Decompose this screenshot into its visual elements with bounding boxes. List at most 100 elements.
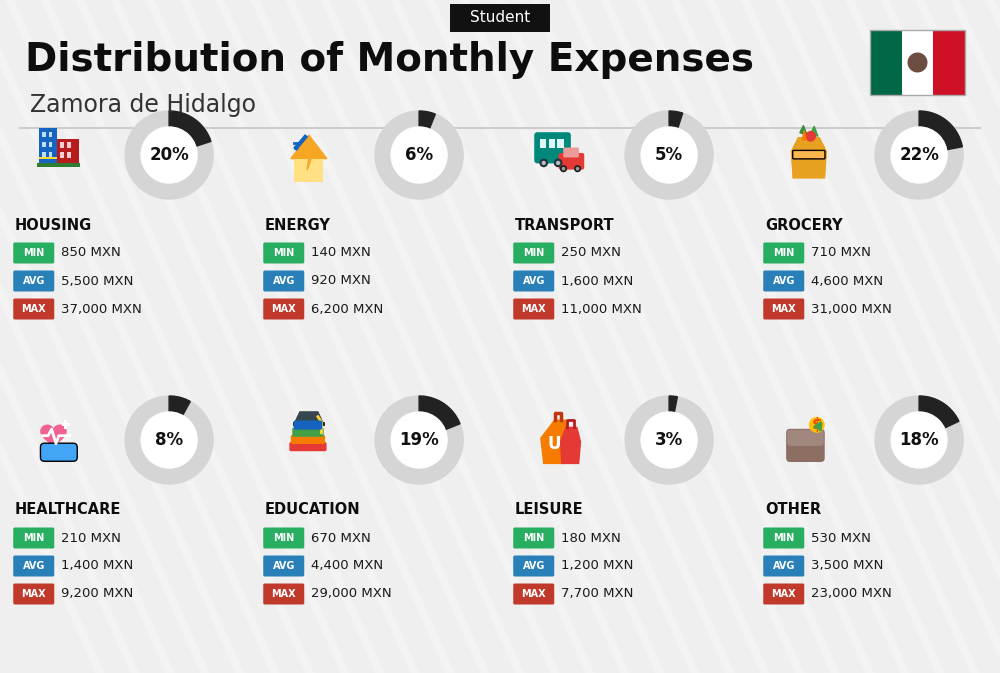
Circle shape (391, 412, 447, 468)
Text: 180 MXN: 180 MXN (561, 532, 620, 544)
Text: AVG: AVG (773, 276, 795, 286)
Bar (902, 30, 933, 95)
Circle shape (391, 127, 447, 183)
Text: $: $ (811, 417, 822, 432)
Text: 3,500 MXN: 3,500 MXN (811, 559, 883, 573)
Polygon shape (791, 137, 827, 178)
Circle shape (556, 161, 560, 165)
Bar (42, 142, 46, 147)
Polygon shape (125, 111, 213, 199)
Circle shape (805, 131, 816, 142)
Bar (37, 163, 80, 167)
Text: 23,000 MXN: 23,000 MXN (811, 588, 892, 600)
Text: AVG: AVG (773, 561, 795, 571)
Bar (557, 139, 564, 148)
Bar (67, 153, 71, 158)
Bar (39, 128, 57, 164)
FancyBboxPatch shape (513, 271, 554, 291)
Polygon shape (791, 137, 827, 178)
Bar (549, 139, 555, 148)
Text: ENERGY: ENERGY (265, 217, 331, 232)
Polygon shape (919, 111, 962, 150)
Text: Distribution of Monthly Expenses: Distribution of Monthly Expenses (25, 41, 754, 79)
FancyBboxPatch shape (513, 583, 554, 604)
Circle shape (562, 167, 565, 170)
Text: 20%: 20% (149, 146, 189, 164)
Circle shape (809, 417, 825, 433)
FancyBboxPatch shape (513, 299, 554, 320)
Circle shape (641, 127, 697, 183)
Text: OTHER: OTHER (765, 503, 821, 518)
Text: 530 MXN: 530 MXN (811, 532, 871, 544)
Text: Zamora de Hidalgo: Zamora de Hidalgo (30, 93, 256, 117)
Text: 5%: 5% (655, 146, 683, 164)
Bar (49, 142, 52, 147)
FancyBboxPatch shape (263, 299, 304, 320)
Polygon shape (669, 396, 677, 413)
FancyBboxPatch shape (40, 444, 77, 461)
Text: MAX: MAX (771, 589, 796, 599)
Text: 11,000 MXN: 11,000 MXN (561, 302, 642, 316)
Text: 670 MXN: 670 MXN (311, 532, 370, 544)
Text: MIN: MIN (773, 248, 794, 258)
Text: 850 MXN: 850 MXN (61, 246, 120, 260)
Bar (62, 423, 70, 426)
Polygon shape (375, 111, 463, 199)
Bar (870, 30, 902, 95)
FancyBboxPatch shape (263, 271, 304, 291)
FancyBboxPatch shape (534, 132, 571, 164)
Text: 140 MXN: 140 MXN (311, 246, 370, 260)
FancyBboxPatch shape (763, 528, 804, 548)
Polygon shape (802, 131, 806, 140)
FancyBboxPatch shape (289, 442, 327, 451)
Polygon shape (169, 396, 190, 415)
Text: 6%: 6% (405, 146, 433, 164)
Text: MAX: MAX (271, 304, 296, 314)
Polygon shape (305, 144, 312, 170)
Text: 37,000 MXN: 37,000 MXN (61, 302, 142, 316)
FancyBboxPatch shape (787, 430, 824, 446)
FancyBboxPatch shape (294, 421, 322, 429)
FancyBboxPatch shape (763, 583, 804, 604)
Bar (49, 132, 52, 137)
Circle shape (641, 412, 697, 468)
Polygon shape (919, 396, 959, 428)
FancyBboxPatch shape (13, 299, 54, 320)
Bar (293, 422, 325, 425)
FancyBboxPatch shape (13, 583, 54, 604)
FancyBboxPatch shape (513, 555, 554, 577)
Polygon shape (800, 125, 807, 135)
Polygon shape (625, 111, 713, 199)
Polygon shape (125, 396, 213, 484)
Polygon shape (875, 111, 963, 199)
Text: MAX: MAX (271, 589, 296, 599)
Bar (39, 157, 57, 159)
Text: MIN: MIN (273, 248, 294, 258)
FancyBboxPatch shape (793, 150, 825, 159)
FancyBboxPatch shape (763, 271, 804, 291)
FancyBboxPatch shape (13, 271, 54, 291)
Circle shape (554, 159, 562, 167)
Text: 4,400 MXN: 4,400 MXN (311, 559, 383, 573)
Text: 9,200 MXN: 9,200 MXN (61, 588, 133, 600)
Circle shape (574, 165, 581, 172)
Text: 22%: 22% (899, 146, 939, 164)
Bar (294, 159, 323, 182)
Polygon shape (291, 135, 327, 159)
FancyBboxPatch shape (450, 4, 550, 32)
Text: EDUCATION: EDUCATION (265, 503, 360, 518)
Bar (60, 153, 64, 158)
Text: MIN: MIN (273, 533, 294, 543)
Text: 1,400 MXN: 1,400 MXN (61, 559, 133, 573)
Text: 7,700 MXN: 7,700 MXN (561, 588, 633, 600)
Text: MIN: MIN (23, 533, 44, 543)
Text: AVG: AVG (23, 276, 45, 286)
Polygon shape (375, 396, 463, 484)
Bar (49, 151, 52, 157)
Text: 210 MXN: 210 MXN (61, 532, 121, 544)
Text: 8%: 8% (155, 431, 183, 449)
FancyBboxPatch shape (13, 242, 54, 264)
Circle shape (294, 145, 299, 150)
Circle shape (542, 161, 546, 165)
Text: AVG: AVG (273, 561, 295, 571)
